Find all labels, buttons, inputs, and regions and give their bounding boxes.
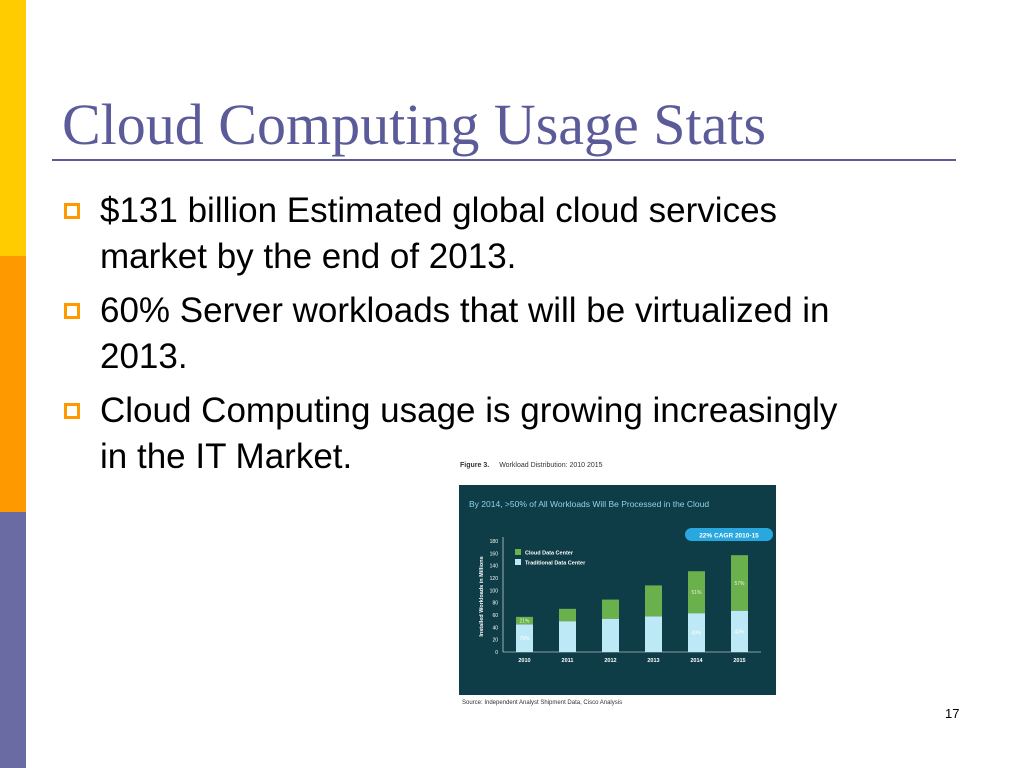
bar-percent-label: 43% — [734, 629, 745, 635]
bar-cloud — [731, 555, 748, 611]
bar-percent-label: 51% — [691, 590, 702, 596]
figure-source: Source: Independent Analyst Shipment Dat… — [462, 700, 623, 706]
bar-cloud — [559, 608, 576, 622]
cagr-badge-label: 22% CAGR 2010-15 — [699, 533, 759, 540]
bullet-text-line: in the IT Market. — [100, 437, 353, 476]
y-tick-label: 180 — [490, 539, 499, 545]
bar-cloud — [516, 616, 533, 625]
bar-cloud — [602, 599, 619, 619]
workload-figure: Figure 3. Workload Distribution: 2010 201… — [458, 462, 780, 710]
square-bullet-icon — [64, 403, 80, 419]
x-tick-label: 2010 — [518, 658, 530, 664]
x-tick-label: 2015 — [733, 658, 745, 664]
y-tick-label: 120 — [490, 576, 499, 582]
cagr-badge — [685, 528, 773, 541]
bullet-text-line: 60% Server workloads that will be virtua… — [100, 291, 830, 330]
x-tick-label: 2011 — [562, 658, 574, 664]
y-tick-label: 0 — [495, 650, 498, 656]
legend-swatch — [515, 559, 521, 565]
bar-cloud — [688, 571, 705, 614]
figure-label: Figure 3. — [460, 462, 490, 469]
side-accent-bottom — [0, 512, 26, 768]
bar-cloud — [645, 585, 662, 617]
legend-label: Traditional Data Center — [525, 561, 586, 567]
bullet-item: 60% Server workloads that will be virtua… — [62, 288, 952, 380]
bar-traditional — [731, 610, 748, 652]
y-axis-label: Installed Workloads in Millions — [479, 556, 485, 636]
legend-swatch — [515, 549, 521, 555]
bar-traditional — [602, 618, 619, 652]
x-tick-label: 2014 — [690, 658, 703, 664]
bullet-text-line: $131 billion Estimated global cloud serv… — [100, 191, 778, 230]
square-bullet-icon — [64, 203, 80, 219]
bullet-text-line: market by the end of 2013. — [100, 237, 517, 276]
figure-caption: Figure 3. Workload Distribution: 2010 201… — [460, 462, 603, 469]
side-accent-middle — [0, 256, 26, 512]
y-tick-label: 140 — [490, 564, 499, 570]
bar-traditional — [645, 616, 662, 652]
bar-traditional — [559, 621, 576, 652]
bullet-list: $131 billion Estimated global cloud serv… — [62, 188, 952, 488]
page-number: 17 — [945, 706, 960, 721]
chart-title: By 2014, >50% of All Workloads Will Be P… — [469, 499, 709, 509]
y-tick-label: 160 — [490, 551, 499, 557]
y-tick-label: 20 — [492, 638, 498, 644]
legend-label: Cloud Data Center — [525, 551, 574, 557]
bar-percent-label: 57% — [734, 581, 745, 587]
bar-traditional — [516, 624, 533, 652]
x-tick-label: 2013 — [647, 658, 659, 664]
x-tick-label: 2012 — [604, 658, 616, 664]
bar-traditional — [688, 613, 705, 652]
chart-panel: By 2014, >50% of All Workloads Will Be P… — [459, 485, 776, 695]
bullet-item: Cloud Computing usage is growing increas… — [62, 388, 952, 480]
workload-bar-chart: By 2014, >50% of All Workloads Will Be P… — [469, 499, 773, 664]
y-tick-label: 60 — [492, 613, 498, 619]
bar-percent-label: 49% — [691, 631, 702, 637]
bar-percent-label: 21% — [519, 619, 530, 625]
bullet-text-line: 2013. — [100, 337, 188, 376]
square-bullet-icon — [64, 303, 80, 319]
bullet-text-line: Cloud Computing usage is growing increas… — [100, 391, 838, 430]
y-tick-label: 100 — [490, 588, 499, 594]
side-accent-top — [0, 0, 26, 256]
y-tick-label: 80 — [492, 601, 498, 607]
slide-title: Cloud Computing Usage Stats — [62, 92, 767, 157]
bullet-item: $131 billion Estimated global cloud serv… — [62, 188, 952, 280]
figure-caption-text: Workload Distribution: 2010 2015 — [499, 462, 603, 469]
bar-percent-label: 79% — [519, 636, 530, 642]
y-tick-label: 40 — [492, 625, 498, 631]
title-underline — [52, 159, 956, 161]
